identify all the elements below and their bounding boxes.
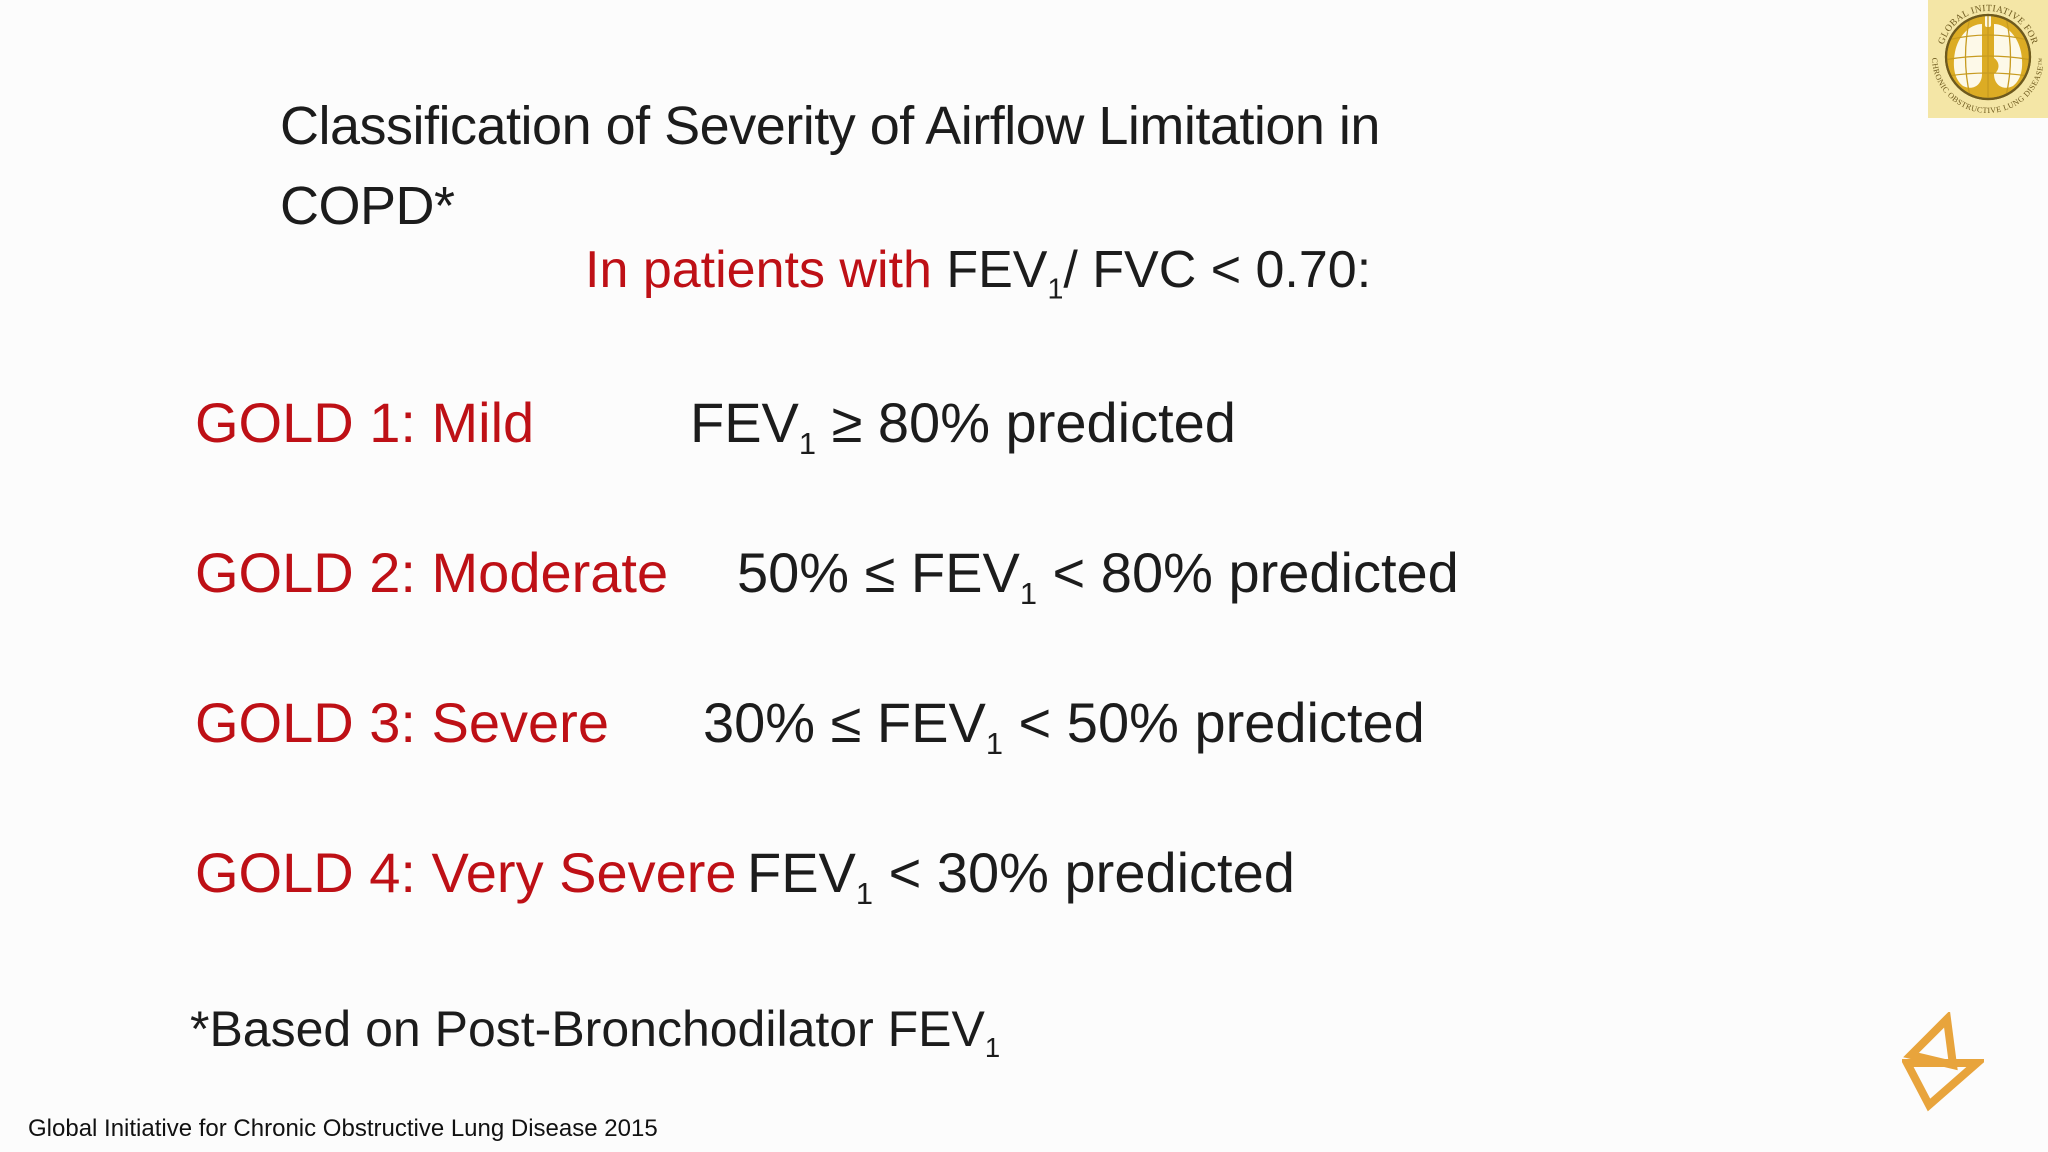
gold-row-4-value-post: < 30% predicted bbox=[873, 841, 1295, 904]
gold-row-4-label: GOLD 4: Very Severe bbox=[195, 841, 737, 904]
footnote: *Based on Post-Bronchodilator FEV1 bbox=[190, 1000, 1000, 1061]
gold-row-3: GOLD 3: Severe 30% ≤ FEV1 < 50% predicte… bbox=[195, 692, 1895, 762]
subtitle: In patients with FEV1/ FVC < 0.70: bbox=[585, 240, 1372, 304]
gold-row-2-value-post: < 80% predicted bbox=[1036, 541, 1459, 604]
slide-title-line1: Classification of Severity of Airflow Li… bbox=[280, 96, 1380, 156]
subtitle-lead: In patients with bbox=[585, 241, 947, 299]
gold-row-4-value: FEV1 < 30% predicted bbox=[747, 841, 1295, 910]
astrazeneca-logo-icon bbox=[1902, 1012, 1984, 1112]
gold-row-1-value-sub: 1 bbox=[798, 426, 817, 462]
footnote-sub: 1 bbox=[984, 1032, 1001, 1063]
gold-row-3-value-post: < 50% predicted bbox=[1002, 691, 1425, 754]
gold-row-3-value-pre: 30% ≤ FEV bbox=[703, 691, 986, 754]
gold-row-4: GOLD 4: Very Severe FEV1 < 30% predicted bbox=[195, 842, 1895, 912]
gold-row-4-value-pre: FEV bbox=[747, 841, 856, 904]
gold-initiative-logo-icon: GLOBAL INITIATIVE FOR CHRONIC OBSTRUCTIV… bbox=[1928, 0, 2048, 118]
gold-row-1-value-pre: FEV bbox=[690, 391, 799, 454]
gold-row-2-label: GOLD 2: Moderate bbox=[195, 541, 669, 604]
gold-row-2-value-sub: 1 bbox=[1019, 576, 1037, 612]
gold-row-1: GOLD 1: Mild FEV1 ≥ 80% predicted bbox=[195, 392, 1895, 462]
gold-row-3-value-sub: 1 bbox=[985, 726, 1003, 762]
slide-title: Classification of Severity of Airflow Li… bbox=[280, 86, 1380, 246]
slide-title-line2: COPD* bbox=[280, 176, 455, 236]
gold-row-1-value-post: ≥ 80% predicted bbox=[816, 391, 1236, 454]
gold-row-2-value: 50% ≤ FEV1 < 80% predicted bbox=[737, 541, 1459, 610]
gold-row-4-value-sub: 1 bbox=[855, 876, 874, 912]
gold-row-1-label: GOLD 1: Mild bbox=[195, 391, 535, 454]
gold-row-3-value: 30% ≤ FEV1 < 50% predicted bbox=[703, 691, 1425, 760]
subtitle-formula-pre: FEV bbox=[946, 241, 1048, 299]
source-footer: Global Initiative for Chronic Obstructiv… bbox=[28, 1115, 658, 1142]
gold-row-3-label: GOLD 3: Severe bbox=[195, 691, 609, 754]
subtitle-formula-sub: 1 bbox=[1047, 273, 1064, 306]
footnote-text: *Based on Post-Bronchodilator FEV bbox=[190, 1001, 985, 1057]
gold-row-2: GOLD 2: Moderate 50% ≤ FEV1 < 80% predic… bbox=[195, 542, 1895, 612]
gold-row-1-value: FEV1 ≥ 80% predicted bbox=[690, 391, 1236, 460]
subtitle-formula-post: / FVC < 0.70: bbox=[1063, 241, 1372, 299]
gold-row-2-value-pre: 50% ≤ FEV bbox=[737, 541, 1020, 604]
